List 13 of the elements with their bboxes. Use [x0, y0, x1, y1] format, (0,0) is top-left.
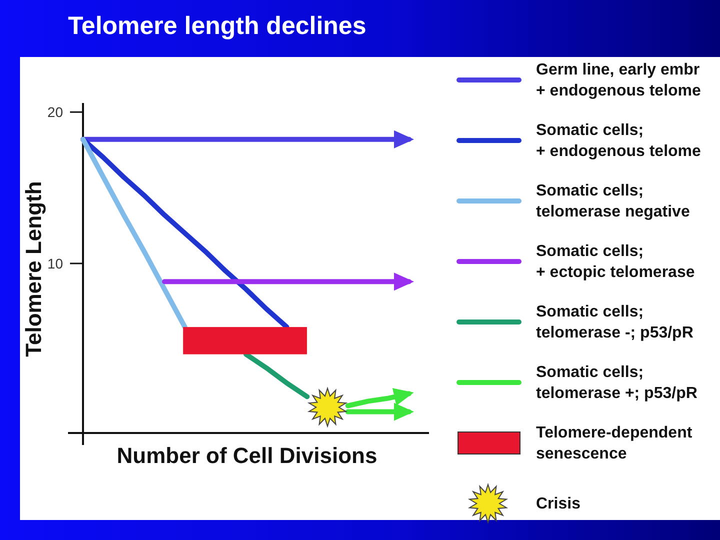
- legend-label: Somatic cells; telomerase negative: [536, 182, 690, 220]
- legend-label: Somatic cells; + endogenous telome: [536, 122, 702, 160]
- legend-label: Telomere-dependent senescence: [536, 424, 693, 462]
- legend-label: Somatic cells; + ectopic telomerase: [536, 242, 695, 280]
- y-axis-title: Telomere Length: [20, 181, 46, 357]
- y-tick-label: 20: [47, 104, 64, 120]
- legend-label: Germ line, early embr + endogenous telome: [536, 61, 702, 99]
- legend-label: Somatic cells; telomerase -; p53/pR: [536, 303, 694, 341]
- chart-title: Telomere length declines: [68, 12, 366, 40]
- y-tick-label: 10: [47, 255, 64, 272]
- x-axis-title: Number of Cell Divisions: [116, 442, 378, 468]
- legend-label: Somatic cells; telomerase +; p53/pR: [536, 364, 698, 402]
- legend-label: Crisis: [536, 495, 581, 512]
